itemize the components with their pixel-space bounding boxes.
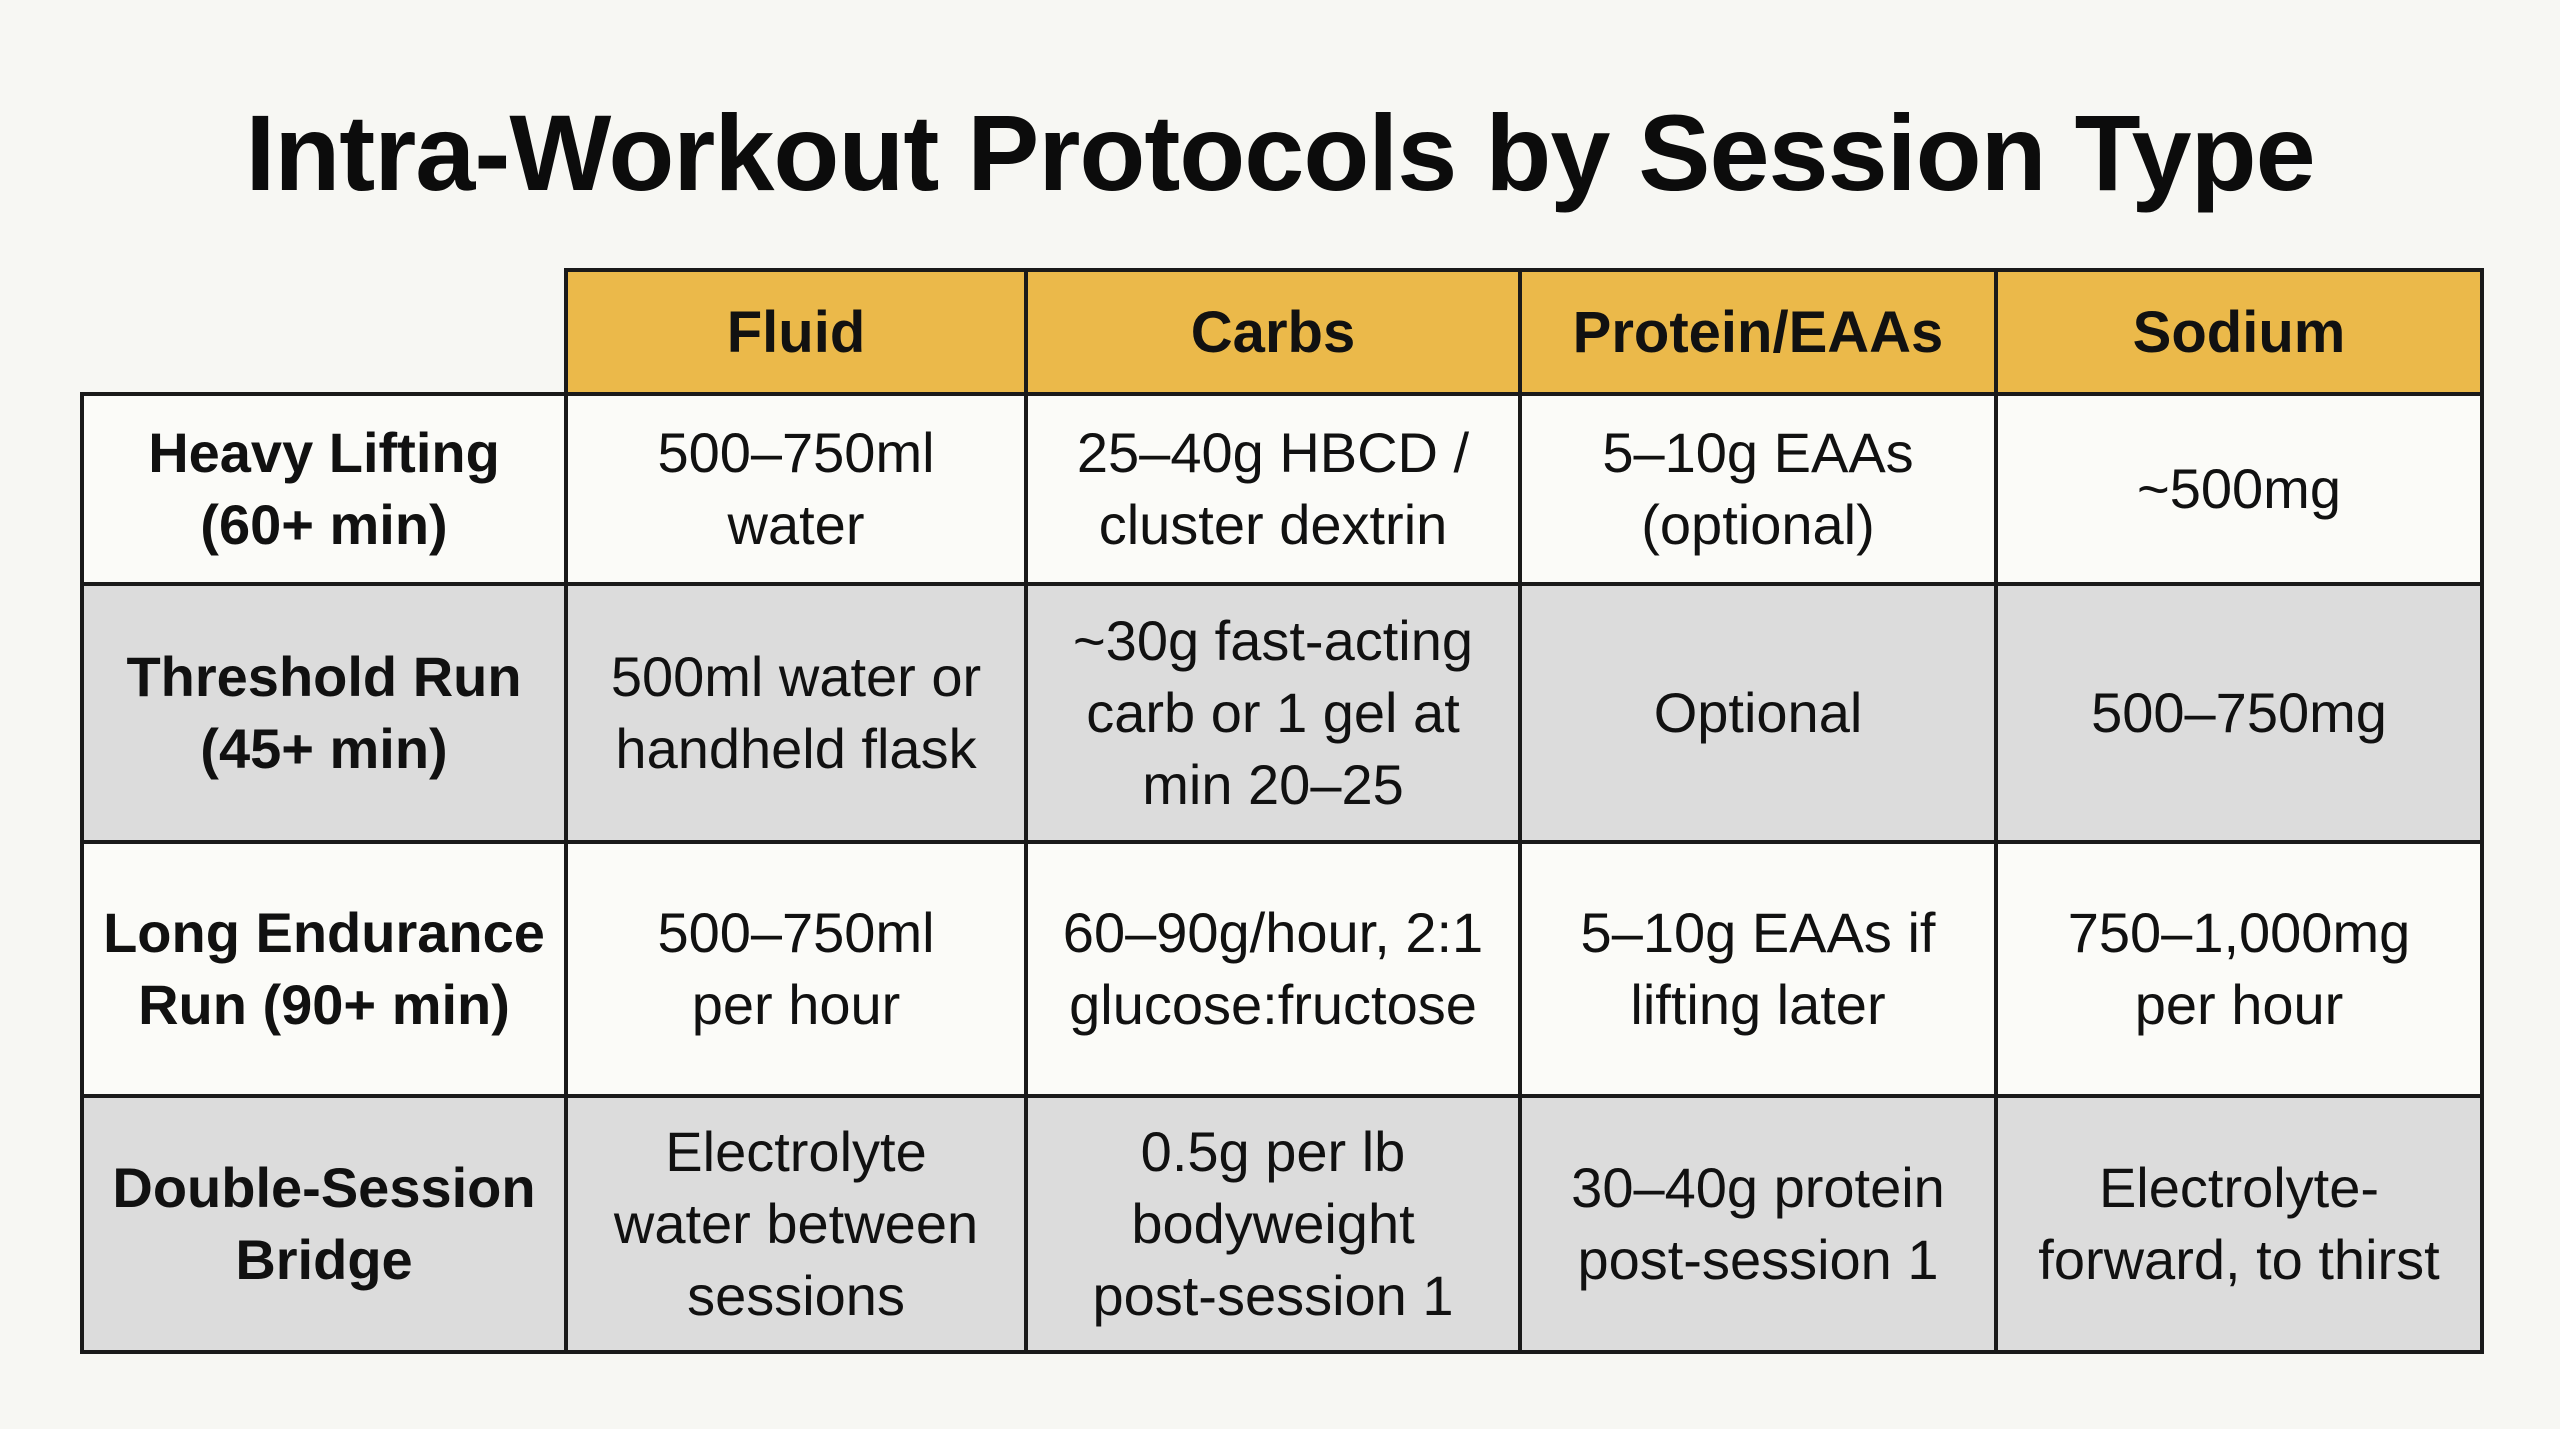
table-cell-fluid: 500–750ml per hour bbox=[564, 840, 1028, 1098]
page-title: Intra-Workout Protocols by Session Type bbox=[245, 92, 2315, 213]
row-label: Threshold Run (45+ min) bbox=[80, 582, 568, 844]
table-cell-fluid: 500–750ml water bbox=[564, 392, 1028, 586]
table-cell-sodium: 500–750mg bbox=[1994, 582, 2484, 844]
table-cell-sodium: Electrolyte- forward, to thirst bbox=[1994, 1094, 2484, 1354]
table-row-heavy-lifting: Heavy Lifting (60+ min) 500–750ml water … bbox=[80, 392, 2484, 586]
table-cell-sodium: ~500mg bbox=[1994, 392, 2484, 586]
table-row-long-endurance-run: Long Endurance Run (90+ min) 500–750ml p… bbox=[80, 840, 2484, 1098]
column-header-protein-eaas: Protein/EAAs bbox=[1518, 268, 1998, 396]
row-label: Long Endurance Run (90+ min) bbox=[80, 840, 568, 1098]
table-cell-fluid: Electrolyte water between sessions bbox=[564, 1094, 1028, 1354]
table-row-double-session-bridge: Double-Session Bridge Electrolyte water … bbox=[80, 1094, 2484, 1354]
table-cell-carbs: 60–90g/hour, 2:1 glucose:fructose bbox=[1024, 840, 1522, 1098]
table-cell-fluid: 500ml water or handheld flask bbox=[564, 582, 1028, 844]
table-header-row: Fluid Carbs Protein/EAAs Sodium bbox=[82, 268, 2484, 396]
column-header-sodium: Sodium bbox=[1994, 268, 2484, 396]
table-cell-protein: Optional bbox=[1518, 582, 1998, 844]
protocol-table: Fluid Carbs Protein/EAAs Sodium Heavy Li… bbox=[80, 268, 2484, 1354]
table-corner bbox=[82, 270, 566, 396]
column-header-carbs: Carbs bbox=[1024, 268, 1522, 396]
table-cell-protein: 5–10g EAAs if lifting later bbox=[1518, 840, 1998, 1098]
table-cell-protein: 30–40g protein post-session 1 bbox=[1518, 1094, 1998, 1354]
table-cell-carbs: ~30g fast-acting carb or 1 gel at min 20… bbox=[1024, 582, 1522, 844]
row-label: Double-Session Bridge bbox=[80, 1094, 568, 1354]
table-cell-carbs: 0.5g per lb bodyweight post-session 1 bbox=[1024, 1094, 1522, 1354]
table-cell-carbs: 25–40g HBCD / cluster dextrin bbox=[1024, 392, 1522, 586]
row-label: Heavy Lifting (60+ min) bbox=[80, 392, 568, 586]
table-row-threshold-run: Threshold Run (45+ min) 500ml water or h… bbox=[80, 582, 2484, 844]
column-header-fluid: Fluid bbox=[564, 268, 1028, 396]
table-cell-protein: 5–10g EAAs (optional) bbox=[1518, 392, 1998, 586]
table-cell-sodium: 750–1,000mg per hour bbox=[1994, 840, 2484, 1098]
